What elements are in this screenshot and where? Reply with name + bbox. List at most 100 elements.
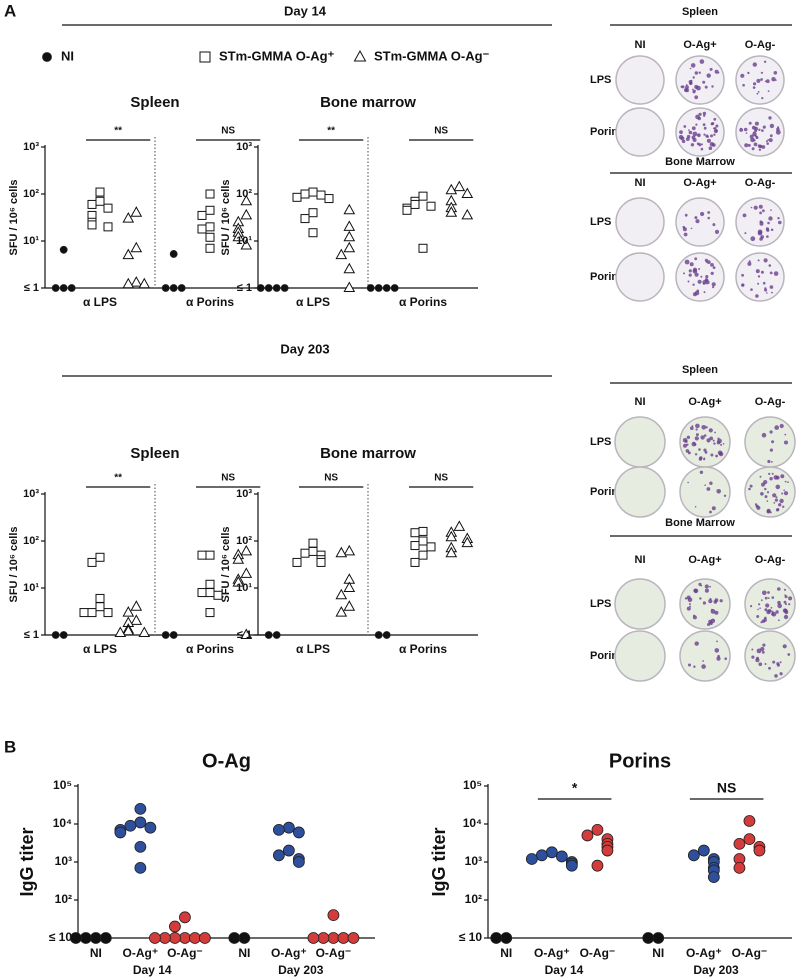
elispot-spot [758, 128, 761, 131]
elispot-spot [700, 275, 703, 278]
elispot-spot [694, 641, 699, 646]
elispot-spot [709, 436, 714, 441]
y-tick-label: 10⁵ [53, 778, 72, 792]
elispot-spot [700, 435, 705, 440]
elispot-spot [694, 436, 699, 441]
elispot-spot [702, 280, 707, 285]
elispot-spot [777, 600, 781, 605]
elispot-spot [779, 423, 784, 429]
elispot-spot [713, 442, 716, 445]
point [382, 284, 391, 292]
elispot-spot [776, 662, 780, 666]
point [103, 608, 113, 618]
x-category-label: Day 14 [133, 963, 172, 977]
elispot-spot [762, 209, 765, 213]
elispot-spot [761, 145, 766, 149]
elispot-spot [692, 615, 697, 620]
elispot-spot [779, 672, 783, 676]
elispot-spot [686, 606, 691, 611]
point [343, 203, 356, 215]
elispot-spot [767, 139, 770, 141]
elispot-spot [774, 425, 779, 430]
point [461, 536, 474, 548]
elispot-spot [752, 131, 757, 137]
elispot-spot [741, 273, 744, 277]
elispot-spot [684, 213, 688, 217]
point [42, 52, 52, 62]
point [87, 220, 97, 230]
elispot-spot [783, 491, 789, 496]
elispot-spot [766, 228, 770, 232]
elispot-well [615, 197, 665, 247]
elispot-spot [700, 584, 703, 587]
plate-column-label: O-Ag- [745, 39, 776, 51]
elispot-spot [712, 266, 716, 269]
y-tick-label: 10⁵ [463, 778, 482, 792]
elispot-spot [760, 492, 764, 496]
elispot-spot [702, 601, 707, 605]
elispot-spot [750, 137, 755, 143]
elispot-spot [761, 650, 765, 654]
elispot-spot [775, 129, 781, 135]
point [535, 849, 548, 862]
elispot-spot [699, 597, 702, 600]
elispot-spot [759, 475, 762, 478]
elispot-spot [766, 292, 768, 294]
significance-label: NS [221, 473, 235, 484]
elispot-spot [770, 209, 772, 211]
chart-title: Bone marrow [320, 94, 416, 111]
elispot-spot [756, 656, 759, 660]
elispot-spot [747, 261, 752, 266]
elispot-spot [762, 281, 766, 285]
elispot-spot [751, 125, 756, 130]
elispot-spot [693, 588, 699, 594]
elispot-spot [712, 439, 715, 442]
elispot-spot [699, 470, 704, 474]
elispot-spot [756, 615, 760, 618]
elispot-spot [764, 663, 767, 665]
point [144, 821, 157, 834]
point [327, 909, 340, 922]
y-tick-label: 10³ [23, 141, 39, 153]
elispot-spot [753, 205, 758, 210]
elispot-spot [756, 648, 762, 654]
elispot-spot [700, 211, 705, 217]
point [418, 550, 428, 560]
elispot-well [614, 630, 666, 682]
elispot-spot [772, 493, 777, 498]
elispot-spot [754, 121, 759, 126]
significance-label: * [572, 780, 578, 796]
elispot-spot [708, 599, 713, 604]
elispot-spot [739, 128, 744, 132]
elispot-spot [685, 88, 689, 93]
elispot-spot [775, 475, 780, 480]
y-tick-label: ≤ 1 [24, 282, 39, 294]
elispot-spot [766, 509, 771, 514]
elispot-spot [704, 588, 710, 593]
elispot-spot [682, 438, 688, 443]
elispot-spot [694, 443, 697, 446]
elispot-spot [768, 138, 773, 143]
elispot-spot [757, 608, 759, 611]
point [733, 861, 746, 874]
plate-column-label: O-Ag+ [688, 396, 721, 408]
x-category-label: α LPS [296, 295, 330, 309]
point [324, 194, 334, 204]
point [707, 871, 720, 884]
point [169, 284, 178, 292]
y-tick-label: 10³ [465, 854, 482, 868]
x-category-label: Day 203 [278, 963, 324, 977]
point [205, 579, 215, 589]
point [179, 911, 191, 924]
point [205, 232, 215, 242]
elispot-spot [693, 89, 696, 92]
elispot-spot [704, 484, 706, 487]
timepoint-header: Day 14 [284, 3, 327, 18]
elispot-spot [714, 431, 716, 434]
elispot-spot [766, 500, 769, 502]
elispot-spot [771, 612, 777, 617]
point [122, 624, 135, 636]
point [264, 631, 273, 639]
point [461, 187, 474, 198]
point [95, 187, 105, 197]
